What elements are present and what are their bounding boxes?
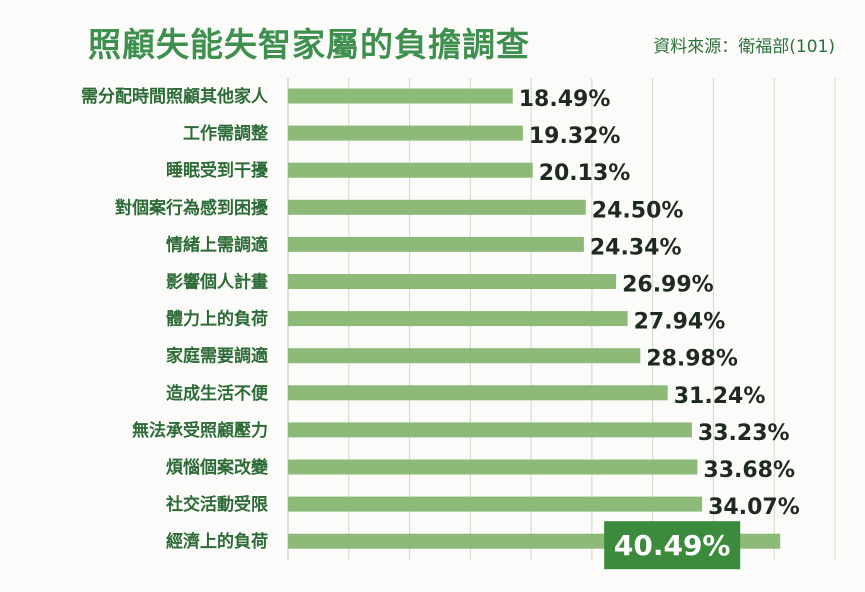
bar — [288, 348, 641, 364]
chart-title: 照顧失能失智家屬的負擔調查 — [88, 25, 530, 64]
bar — [288, 162, 533, 178]
value-label: 18.49% — [519, 87, 611, 112]
category-label: 對個案行為感到困擾 — [115, 197, 269, 218]
category-label: 體力上的負荷 — [166, 309, 268, 330]
bar — [288, 125, 523, 141]
category-label: 煩惱個案改變 — [165, 457, 269, 478]
bar — [288, 459, 698, 475]
value-label: 24.50% — [592, 198, 684, 223]
bar — [288, 199, 586, 215]
category-label: 無法承受照顧壓力 — [132, 420, 268, 441]
value-label-highlight: 40.49% — [614, 529, 731, 562]
value-label: 31.24% — [674, 384, 766, 409]
category-label: 經濟上的負荷 — [166, 531, 268, 552]
value-label: 26.99% — [622, 273, 714, 298]
value-label: 19.32% — [529, 124, 621, 149]
category-label: 需分配時間照顧其他家人 — [81, 86, 269, 107]
category-label: 造成生活不便 — [166, 383, 269, 404]
value-label: 34.07% — [708, 495, 800, 520]
value-label: 33.23% — [698, 421, 790, 446]
category-label: 家庭需要調適 — [166, 346, 268, 367]
bar — [288, 88, 513, 104]
category-label: 影響個人計畫 — [166, 272, 268, 293]
bar — [288, 385, 668, 401]
category-label: 情緒上需調適 — [166, 234, 268, 255]
bar — [288, 236, 584, 252]
category-label: 睡眠受到干擾 — [166, 160, 269, 181]
bar — [288, 311, 628, 327]
highlight-box — [604, 521, 741, 570]
bar — [288, 422, 692, 438]
value-label: 20.13% — [539, 161, 631, 186]
bar — [288, 496, 703, 512]
value-label: 28.98% — [646, 347, 738, 372]
value-label: 33.68% — [703, 458, 795, 483]
category-label: 工作需調整 — [183, 123, 268, 144]
value-label: 27.94% — [634, 310, 726, 335]
value-label: 24.34% — [590, 235, 682, 260]
category-label: 社交活動受限 — [165, 494, 268, 515]
source-note: 資料來源：衛福部(101) — [653, 37, 835, 57]
bar — [288, 274, 617, 289]
